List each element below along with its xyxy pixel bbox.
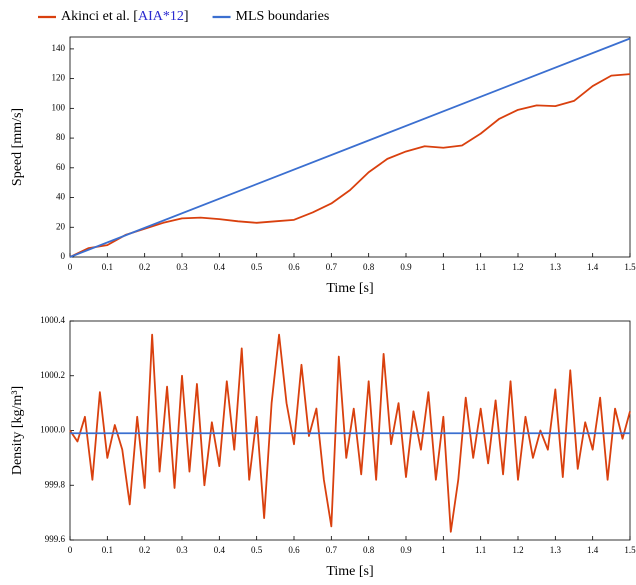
data-line: [69, 37, 631, 258]
y-tick-label: 80: [56, 132, 66, 142]
y-tick-label: 140: [52, 43, 66, 53]
x-tick-label: 0: [68, 262, 73, 272]
y-axis-label: Speed [mm/s]: [10, 108, 25, 186]
x-tick-label: 0.1: [102, 545, 113, 555]
x-tick-label: 0.8: [363, 262, 375, 272]
x-tick-label: 0.4: [214, 262, 226, 272]
x-tick-label: 1: [441, 262, 446, 272]
x-tick-label: 1.1: [475, 545, 486, 555]
y-axis-label: Density [kg/m³]: [10, 386, 25, 475]
x-tick-label: 0.6: [288, 262, 300, 272]
x-tick-label: 0.7: [326, 545, 338, 555]
x-tick-label: 0.5: [251, 262, 263, 272]
data-line: [69, 73, 631, 258]
x-tick-label: 0.3: [176, 262, 188, 272]
y-tick-label: 120: [52, 73, 66, 83]
y-tick-label: 40: [56, 192, 66, 202]
x-axis-label: Time [s]: [326, 281, 373, 296]
x-tick-label: 0.5: [251, 545, 263, 555]
y-tick-label: 1000.0: [40, 425, 65, 435]
y-tick-label: 0: [61, 251, 66, 261]
x-tick-label: 0.8: [363, 545, 375, 555]
x-tick-label: 0: [68, 545, 73, 555]
y-tick-label: 1000.4: [40, 315, 65, 325]
x-tick-label: 0.1: [102, 262, 113, 272]
y-tick-label: 999.6: [45, 534, 66, 544]
y-tick-label: 60: [56, 162, 66, 172]
y-tick-label: 20: [56, 221, 66, 231]
x-tick-label: 0.9: [400, 262, 412, 272]
x-tick-label: 1.4: [587, 262, 599, 272]
x-tick-label: 1: [441, 545, 446, 555]
x-tick-label: 0.9: [400, 545, 412, 555]
x-tick-label: 1.5: [624, 545, 636, 555]
x-tick-label: 1.3: [550, 545, 562, 555]
plot-frame: [69, 36, 631, 258]
x-tick-label: 1.1: [475, 262, 486, 272]
x-tick-label: 1.3: [550, 262, 562, 272]
y-tick-label: 999.8: [45, 479, 66, 489]
x-tick-label: 0.2: [139, 262, 150, 272]
x-tick-label: 1.4: [587, 545, 599, 555]
legend-label: MLS boundaries: [236, 9, 330, 24]
x-axis-label: Time [s]: [326, 564, 373, 579]
x-tick-label: 0.7: [326, 262, 338, 272]
x-tick-label: 1.2: [512, 262, 523, 272]
x-tick-label: 0.4: [214, 545, 226, 555]
y-tick-label: 1000.2: [40, 370, 65, 380]
x-tick-label: 1.2: [512, 545, 523, 555]
x-tick-label: 0.2: [139, 545, 150, 555]
y-tick-label: 100: [52, 102, 66, 112]
x-tick-label: 1.5: [624, 262, 636, 272]
x-tick-label: 0.3: [176, 545, 188, 555]
x-tick-label: 0.6: [288, 545, 300, 555]
legend-label: Akinci et al. [AIA*12]: [61, 9, 189, 24]
